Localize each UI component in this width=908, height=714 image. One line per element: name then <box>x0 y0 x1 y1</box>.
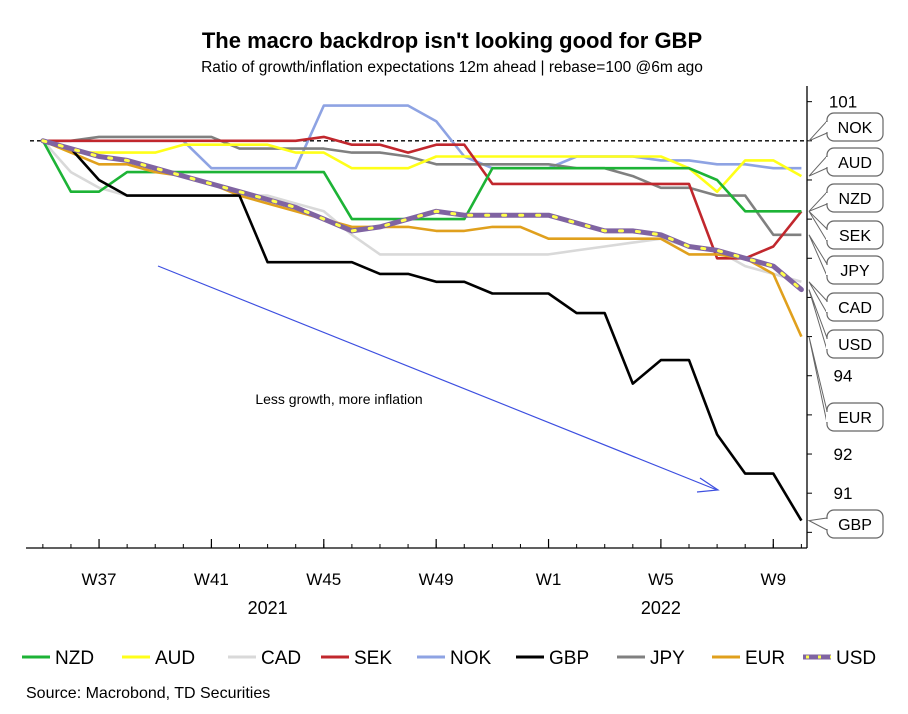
end-tag-label: JPY <box>840 263 870 280</box>
trend-arrow-line <box>157 265 718 491</box>
x-year-label: 2022 <box>641 598 681 618</box>
end-tag-pointer <box>808 190 828 212</box>
end-tag-label: CAD <box>838 300 872 317</box>
end-tag-label: EUR <box>838 410 872 427</box>
chart-title: The macro backdrop isn't looking good fo… <box>202 28 702 53</box>
legend-label: SEK <box>354 648 392 669</box>
x-tick-label: W41 <box>194 570 229 589</box>
end-tags: NOK AUD NZD SEK JPY CAD USD EUR GBP <box>807 112 884 539</box>
series-line-jpy <box>42 135 802 237</box>
y-tick-label: 91 <box>834 484 853 503</box>
end-tag-pointer <box>808 210 828 243</box>
end-tag-pointer <box>808 234 828 277</box>
legend-label: JPY <box>650 648 685 669</box>
x-tick-label: W9 <box>761 570 787 589</box>
end-tag-label: AUD <box>838 155 872 172</box>
series-line-gbp <box>42 139 803 522</box>
y-tick-label: 92 <box>834 445 853 464</box>
x-year-label: 2021 <box>248 598 288 618</box>
x-tick-label: W45 <box>306 570 341 589</box>
legend-label: EUR <box>745 648 785 669</box>
x-tick-label: W49 <box>419 570 454 589</box>
end-tag-label: USD <box>838 337 872 354</box>
x-tick-label: W1 <box>536 570 562 589</box>
y-tick-label: 101 <box>829 93 857 112</box>
annotation-text: Less growth, more inflation <box>255 391 422 407</box>
y-tick-label: 94 <box>834 367 853 386</box>
end-tag-label: NZD <box>839 191 872 208</box>
end-tag-label: SEK <box>839 228 871 245</box>
series-line-aud <box>42 139 803 193</box>
series-line-sek <box>42 135 803 260</box>
legend-label: NOK <box>450 648 492 669</box>
chart-subtitle: Ratio of growth/inflation expectations 1… <box>201 59 703 76</box>
x-tick-label: W37 <box>82 570 117 589</box>
end-tag-pointer <box>808 154 828 177</box>
series-group <box>40 104 804 522</box>
series-dots-usd <box>41 139 803 292</box>
legend-label: USD <box>836 648 876 669</box>
end-tag-label: NOK <box>838 120 873 137</box>
legend: NZD AUD CAD SEK NOK GBP JPY EUR USD <box>22 648 876 669</box>
end-tag-pointer <box>808 119 828 142</box>
legend-label: CAD <box>261 648 301 669</box>
source-note: Source: Macrobond, TD Securities <box>26 685 270 702</box>
end-tag-pointer <box>808 336 828 424</box>
legend-label: AUD <box>155 648 195 669</box>
end-tag-label: GBP <box>838 517 872 534</box>
trend-arrow-head <box>696 477 720 493</box>
legend-label: GBP <box>549 648 589 669</box>
x-tick-label: W5 <box>648 570 674 589</box>
trend-arrow-group <box>157 265 720 493</box>
legend-label: NZD <box>55 648 94 669</box>
end-tag-pointer <box>807 517 828 531</box>
